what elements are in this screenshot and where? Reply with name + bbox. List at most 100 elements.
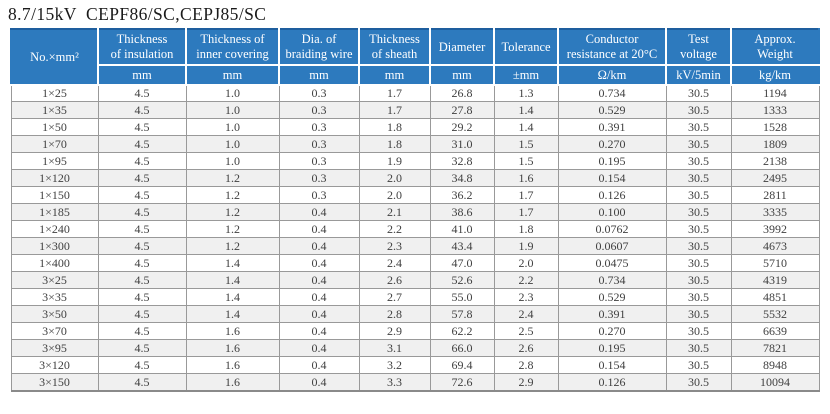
value-cell: 4.5 [97, 305, 187, 324]
value-cell: 1.0 [185, 118, 280, 137]
value-cell: 2.4 [358, 254, 431, 273]
value-cell: 1.4 [185, 271, 280, 290]
value-cell: 1.3 [493, 84, 559, 103]
table-row: 1×185 4.5 1.2 0.4 2.1 38.6 1.7 0.100 30.5 3335 [10, 203, 820, 222]
column-header: Thickness of insulation [97, 27, 187, 66]
table-row: 1×300 4.5 1.2 0.4 2.3 43.4 1.9 0.0607 30.5 4673 [10, 237, 820, 256]
value-cell: 2.6 [358, 271, 431, 290]
column-header: Diameter [429, 27, 495, 66]
value-cell: 0.270 [557, 322, 667, 341]
value-cell: 2.9 [358, 322, 431, 341]
table-row: 1×25 4.5 1.0 0.3 1.7 26.8 1.3 0.734 30.5 1194 [10, 84, 820, 103]
value-cell: 66.0 [429, 339, 495, 358]
value-cell: 1.2 [185, 186, 280, 205]
value-cell: 0.4 [278, 220, 360, 239]
value-cell: 1.8 [358, 118, 431, 137]
table-row: 1×70 4.5 1.0 0.3 1.8 31.0 1.5 0.270 30.5 1809 [10, 135, 820, 154]
table-row: 1×50 4.5 1.0 0.3 1.8 29.2 1.4 0.391 30.5 1528 [10, 118, 820, 137]
value-cell: 34.8 [429, 169, 495, 188]
value-cell: 4.5 [97, 101, 187, 120]
value-cell: 57.8 [429, 305, 495, 324]
value-cell: 8948 [730, 356, 820, 375]
row-size-cell: 3×25 [10, 271, 99, 290]
value-cell: 2.2 [358, 220, 431, 239]
value-cell: 2.3 [493, 288, 559, 307]
value-cell: 0.126 [557, 373, 667, 392]
value-cell: 4.5 [97, 356, 187, 375]
value-cell: 1.0 [185, 152, 280, 171]
value-cell: 0.3 [278, 186, 360, 205]
value-cell: 30.5 [665, 305, 732, 324]
value-cell: 1.8 [493, 220, 559, 239]
value-cell: 30.5 [665, 254, 732, 273]
value-cell: 2.3 [358, 237, 431, 256]
value-cell: 0.529 [557, 101, 667, 120]
value-cell: 0.0762 [557, 220, 667, 239]
value-cell: 4.5 [97, 271, 187, 290]
value-cell: 1.2 [185, 237, 280, 256]
table-row: 1×95 4.5 1.0 0.3 1.9 32.8 1.5 0.195 30.5 2138 [10, 152, 820, 171]
value-cell: 1.5 [493, 152, 559, 171]
value-cell: 1.9 [493, 237, 559, 256]
value-cell: 0.154 [557, 356, 667, 375]
value-cell: 1.4 [185, 305, 280, 324]
value-cell: 31.0 [429, 135, 495, 154]
value-cell: 3992 [730, 220, 820, 239]
value-cell: 0.734 [557, 84, 667, 103]
column-header: Thickness of inner covering [185, 27, 280, 66]
value-cell: 0.126 [557, 186, 667, 205]
value-cell: 4851 [730, 288, 820, 307]
value-cell: 0.4 [278, 322, 360, 341]
value-cell: 2.0 [493, 254, 559, 273]
value-cell: 30.5 [665, 135, 732, 154]
value-cell: 1.9 [358, 152, 431, 171]
table-header: No.×mm² Thickness of insulation Thickness … [10, 27, 820, 86]
value-cell: 32.8 [429, 152, 495, 171]
value-cell: 1.2 [185, 203, 280, 222]
value-cell: 72.6 [429, 373, 495, 392]
table-row: 3×150 4.5 1.6 0.4 3.3 72.6 2.9 0.126 30.5 10094 [10, 373, 820, 392]
value-cell: 2.1 [358, 203, 431, 222]
value-cell: 1.6 [185, 373, 280, 392]
value-cell: 1.4 [185, 254, 280, 273]
value-cell: 0.3 [278, 101, 360, 120]
value-cell: 1.0 [185, 135, 280, 154]
table-row: 1×400 4.5 1.4 0.4 2.4 47.0 2.0 0.0475 30.5 5710 [10, 254, 820, 273]
value-cell: 4.5 [97, 84, 187, 103]
column-unit: kg/km [730, 63, 820, 86]
value-cell: 1809 [730, 135, 820, 154]
value-cell: 1.5 [493, 135, 559, 154]
value-cell: 0.4 [278, 237, 360, 256]
value-cell: 30.5 [665, 220, 732, 239]
table-row: 3×70 4.5 1.6 0.4 2.9 62.2 2.5 0.270 30.5 6639 [10, 322, 820, 341]
value-cell: 0.391 [557, 305, 667, 324]
value-cell: 1.4 [493, 118, 559, 137]
value-cell: 1.7 [493, 203, 559, 222]
value-cell: 38.6 [429, 203, 495, 222]
row-size-cell: 3×150 [10, 373, 99, 392]
value-cell: 1.2 [185, 169, 280, 188]
value-cell: 0.3 [278, 84, 360, 103]
column-header: Dia. of braiding wire [278, 27, 360, 66]
column-unit: mm [97, 63, 187, 86]
table-row: 3×50 4.5 1.4 0.4 2.8 57.8 2.4 0.391 30.5 5532 [10, 305, 820, 324]
value-cell: 0.0475 [557, 254, 667, 273]
value-cell: 2138 [730, 152, 820, 171]
column-unit: mm [358, 63, 431, 86]
value-cell: 4.5 [97, 339, 187, 358]
table-row: 3×35 4.5 1.4 0.4 2.7 55.0 2.3 0.529 30.5 4851 [10, 288, 820, 307]
value-cell: 1.7 [358, 84, 431, 103]
row-size-cell: 1×300 [10, 237, 99, 256]
value-cell: 30.5 [665, 118, 732, 137]
column-unit: kV/5min [665, 63, 732, 86]
value-cell: 2.4 [493, 305, 559, 324]
column-header: Approx. Weight [730, 27, 820, 66]
value-cell: 43.4 [429, 237, 495, 256]
row-size-cell: 3×95 [10, 339, 99, 358]
value-cell: 4.5 [97, 220, 187, 239]
value-cell: 62.2 [429, 322, 495, 341]
row-size-cell: 3×70 [10, 322, 99, 341]
table-body: 1×25 4.5 1.0 0.3 1.7 26.8 1.3 0.734 30.5 1194 1×35… [10, 84, 820, 392]
value-cell: 30.5 [665, 169, 732, 188]
value-cell: 47.0 [429, 254, 495, 273]
